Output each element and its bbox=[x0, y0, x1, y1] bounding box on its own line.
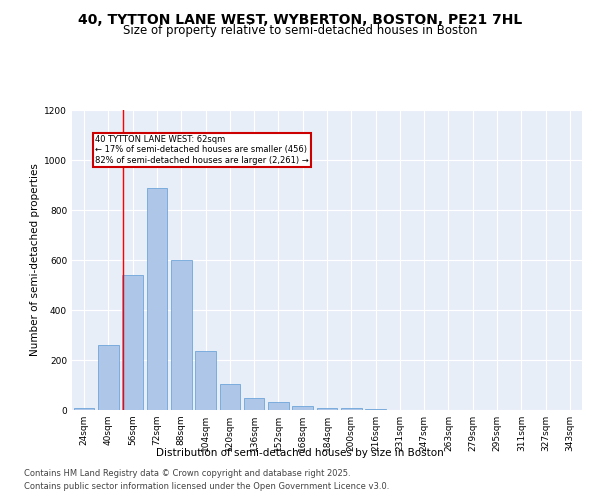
Text: Distribution of semi-detached houses by size in Boston: Distribution of semi-detached houses by … bbox=[156, 448, 444, 458]
Text: Size of property relative to semi-detached houses in Boston: Size of property relative to semi-detach… bbox=[123, 24, 477, 37]
Bar bbox=[365, 409, 386, 410]
Bar bbox=[220, 384, 240, 410]
Bar bbox=[268, 402, 289, 410]
Bar bbox=[171, 260, 191, 410]
Bar bbox=[98, 345, 119, 410]
Bar bbox=[146, 188, 167, 410]
Y-axis label: Number of semi-detached properties: Number of semi-detached properties bbox=[30, 164, 40, 356]
Text: 40 TYTTON LANE WEST: 62sqm
← 17% of semi-detached houses are smaller (456)
82% o: 40 TYTTON LANE WEST: 62sqm ← 17% of semi… bbox=[95, 135, 309, 165]
Text: Contains HM Land Registry data © Crown copyright and database right 2025.: Contains HM Land Registry data © Crown c… bbox=[24, 468, 350, 477]
Bar bbox=[122, 275, 143, 410]
Bar bbox=[244, 398, 265, 410]
Text: Contains public sector information licensed under the Open Government Licence v3: Contains public sector information licen… bbox=[24, 482, 389, 491]
Text: 40, TYTTON LANE WEST, WYBERTON, BOSTON, PE21 7HL: 40, TYTTON LANE WEST, WYBERTON, BOSTON, … bbox=[78, 12, 522, 26]
Bar bbox=[195, 351, 216, 410]
Bar bbox=[317, 408, 337, 410]
Bar bbox=[74, 408, 94, 410]
Bar bbox=[292, 406, 313, 410]
Bar bbox=[341, 408, 362, 410]
